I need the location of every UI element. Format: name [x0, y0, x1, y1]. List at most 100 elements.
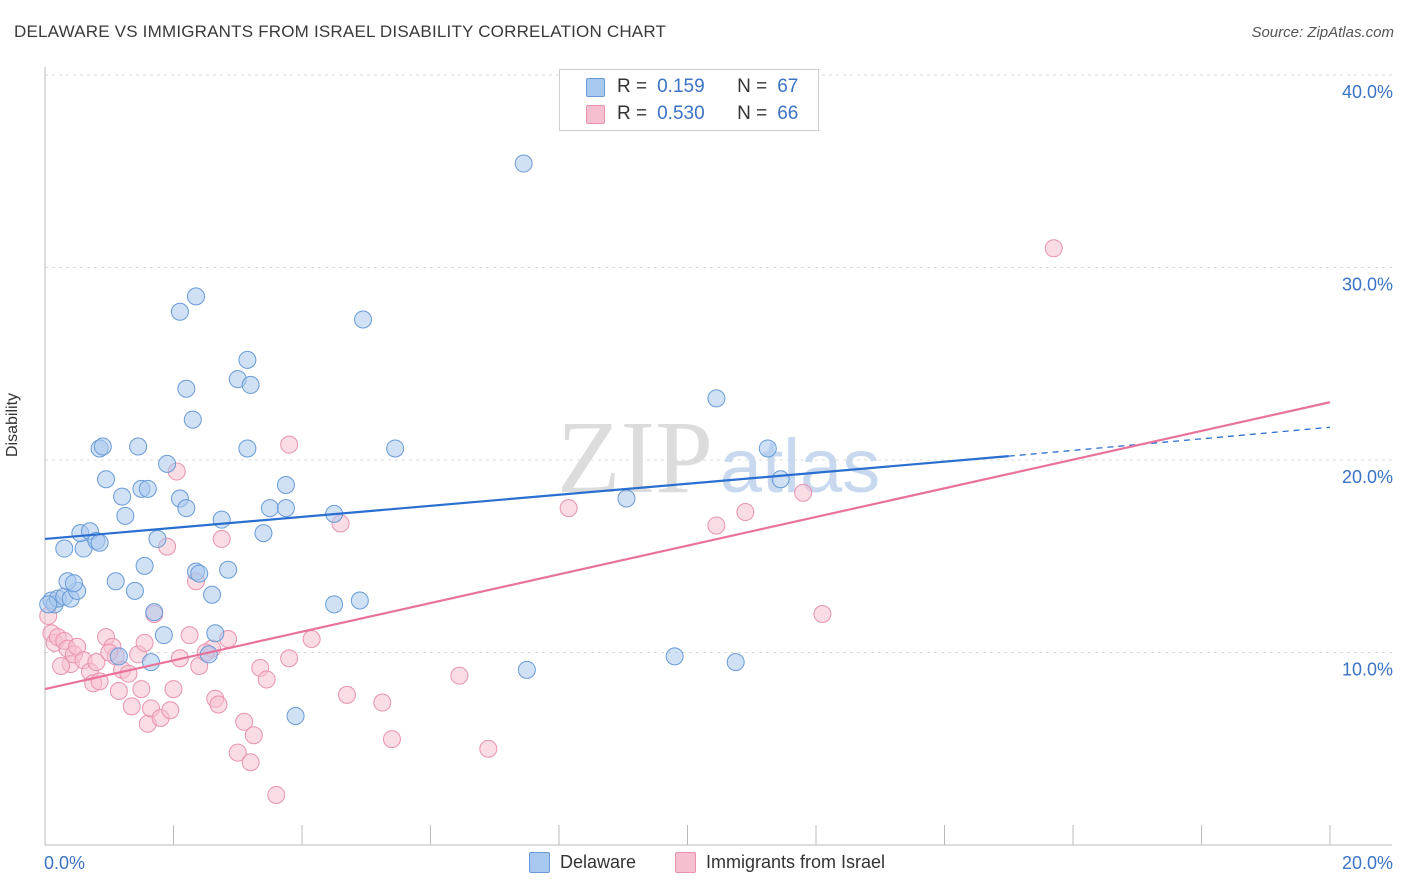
- delaware-point: [617, 489, 636, 508]
- stats-legend: R = 0.159 N = 67 R = 0.530 N = 66: [559, 69, 819, 131]
- delaware-point: [129, 437, 148, 456]
- israel-point: [736, 502, 755, 521]
- israel-point: [280, 435, 299, 454]
- delaware-point: [186, 287, 205, 306]
- delaware-point: [726, 653, 745, 672]
- delaware-point: [125, 581, 144, 600]
- israel-point: [87, 653, 106, 672]
- israel-point: [280, 649, 299, 668]
- delaware-point: [514, 154, 533, 173]
- israel-points: [39, 239, 1063, 804]
- axes: [44, 67, 1392, 846]
- delaware-point: [517, 660, 536, 679]
- source-label: Source: ZipAtlas.com: [1251, 24, 1394, 41]
- israel-point: [450, 666, 469, 685]
- israel-point: [813, 605, 832, 623]
- delaware-point: [238, 350, 257, 369]
- delaware-point: [90, 533, 109, 552]
- delaware-point: [113, 487, 132, 506]
- delaware-point: [177, 379, 196, 398]
- delaware-points: [39, 154, 790, 726]
- legend-row-delaware: R = 0.159 N = 67: [586, 75, 798, 99]
- y-tick-label: 30.0%: [1342, 275, 1393, 295]
- y-tick-label: 40.0%: [1342, 82, 1393, 102]
- legend-n-value: 67: [777, 76, 799, 97]
- delaware-trend-extension: [1008, 426, 1331, 457]
- delaware-point: [260, 499, 279, 518]
- delaware-point: [286, 707, 305, 726]
- delaware-point: [206, 624, 225, 643]
- delaware-point: [145, 603, 164, 622]
- israel-point: [122, 697, 141, 716]
- delaware-legend-swatch: [529, 852, 550, 873]
- chart-title: DELAWARE VS IMMIGRANTS FROM ISRAEL DISAB…: [14, 22, 667, 41]
- israel-point: [209, 695, 228, 714]
- delaware-point: [212, 510, 231, 529]
- legend-r-value: 0.530: [657, 103, 705, 124]
- legend-n-label: N =: [737, 103, 768, 124]
- israel-trend-line: [44, 401, 1331, 691]
- x-tick-label: 20.0%: [1342, 853, 1393, 873]
- y-axis-label: Disability: [4, 392, 21, 457]
- israel-legend-label: Immigrants from Israel: [706, 852, 886, 872]
- delaware-point: [350, 591, 369, 610]
- delaware-point: [116, 506, 135, 525]
- bottom-legend-delaware: Delaware: [529, 852, 636, 873]
- delaware-point: [238, 439, 257, 458]
- delaware-point: [154, 626, 173, 645]
- delaware-point: [758, 439, 777, 458]
- legend-r-label: R =: [617, 103, 648, 124]
- israel-point: [257, 670, 276, 689]
- israel-point: [161, 701, 180, 720]
- delaware-point: [771, 470, 790, 489]
- delaware-point: [170, 302, 189, 321]
- israel-point: [373, 693, 392, 712]
- israel-point: [52, 656, 71, 675]
- x-tick-label: 0.0%: [44, 853, 85, 873]
- delaware-point: [55, 539, 74, 558]
- trend-lines: [44, 401, 1331, 691]
- israel-point: [382, 730, 401, 749]
- delaware-point: [93, 437, 112, 456]
- delaware-point: [386, 439, 405, 458]
- israel-point: [707, 516, 726, 535]
- legend-n-label: N =: [737, 76, 768, 97]
- israel-point: [212, 529, 231, 548]
- israel-point: [267, 785, 286, 804]
- israel-point: [235, 712, 254, 731]
- y-tick-label: 20.0%: [1342, 467, 1393, 487]
- israel-point: [180, 626, 199, 645]
- delaware-point: [39, 595, 58, 614]
- delaware-point: [138, 479, 157, 498]
- israel-point: [164, 680, 183, 699]
- israel-point: [135, 633, 154, 652]
- israel-point: [479, 739, 498, 758]
- delaware-point: [254, 524, 273, 543]
- delaware-point: [158, 454, 177, 473]
- israel-swatch: [586, 104, 605, 124]
- delaware-point: [190, 564, 209, 583]
- delaware-point: [97, 470, 116, 489]
- delaware-point: [203, 585, 222, 604]
- israel-point: [109, 682, 128, 700]
- delaware-point: [106, 572, 125, 591]
- israel-point: [559, 499, 578, 518]
- legend-r-label: R =: [617, 76, 648, 97]
- israel-point: [1044, 239, 1063, 258]
- delaware-point: [354, 310, 373, 329]
- bottom-legend-israel: Immigrants from Israel: [675, 852, 885, 873]
- israel-point: [794, 483, 813, 502]
- israel-point: [241, 753, 260, 772]
- delaware-legend-label: Delaware: [560, 852, 637, 872]
- israel-point: [244, 726, 263, 745]
- delaware-point: [241, 375, 260, 394]
- y-tick-label: 10.0%: [1342, 660, 1393, 680]
- delaware-point: [665, 647, 684, 666]
- israel-point: [119, 664, 138, 683]
- delaware-point: [142, 653, 161, 672]
- delaware-point: [135, 556, 154, 575]
- israel-point: [228, 743, 247, 762]
- delaware-point: [707, 389, 726, 408]
- legend-n-value: 66: [777, 103, 799, 124]
- delaware-point: [183, 410, 202, 429]
